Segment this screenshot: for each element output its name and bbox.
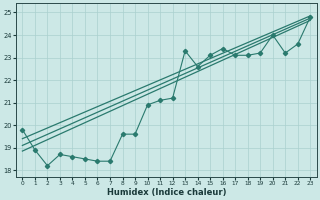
X-axis label: Humidex (Indice chaleur): Humidex (Indice chaleur): [107, 188, 226, 197]
